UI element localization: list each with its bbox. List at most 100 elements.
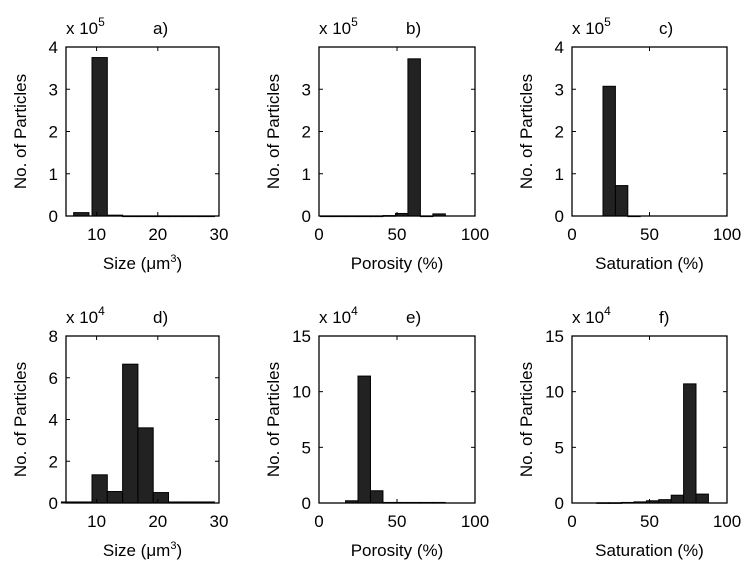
panel-label: a) — [153, 19, 168, 38]
y-tick-label: 4 — [49, 411, 58, 430]
y-tick-label: 4 — [49, 38, 58, 57]
y-tick-label: 0 — [555, 494, 564, 513]
y-tick-label: 0 — [302, 494, 311, 513]
axis-multiplier: x 105 — [572, 15, 611, 38]
axis-multiplier-base: x 10 — [572, 308, 604, 327]
axis-multiplier-base: x 10 — [572, 19, 604, 38]
y-tick-label: 5 — [302, 438, 311, 457]
y-tick-label: 2 — [555, 123, 564, 142]
histogram-bar — [152, 492, 170, 504]
axis-multiplier-base: x 10 — [66, 19, 98, 38]
y-tick-label: 2 — [49, 123, 58, 142]
histogram-bar — [137, 427, 154, 504]
x-axis-label: Size (μm3) — [103, 540, 182, 560]
y-axis-label: No. of Particles — [264, 74, 283, 189]
x-tick-label: 100 — [461, 225, 489, 244]
x-axis-label-text: Size (μm — [103, 254, 170, 273]
x-tick-label: 20 — [148, 512, 167, 531]
y-tick-label: 0 — [555, 207, 564, 226]
x-tick-label: 10 — [87, 225, 106, 244]
y-axis-label: No. of Particles — [264, 362, 283, 477]
histogram-bar — [369, 490, 384, 504]
x-tick-label: 0 — [567, 225, 576, 244]
y-tick-label: 5 — [555, 438, 564, 457]
axis-multiplier-base: x 10 — [66, 308, 98, 327]
histogram-bar — [683, 383, 697, 504]
histogram-bar — [695, 493, 709, 504]
y-tick-label: 1 — [302, 165, 311, 184]
x-axis-label-superscript: 3 — [170, 253, 176, 265]
panel-label: b) — [406, 19, 421, 38]
x-axis-label-tail: ) — [176, 254, 182, 273]
plot-area-frame — [318, 335, 476, 504]
y-axis-label: No. of Particles — [517, 362, 536, 477]
y-axis-label: No. of Particles — [11, 74, 30, 189]
axis-multiplier-exponent: 4 — [351, 304, 358, 318]
y-tick-label: 10 — [545, 383, 564, 402]
x-axis-label-superscript: 3 — [170, 540, 176, 552]
histogram-bar — [122, 363, 139, 504]
x-tick-label: 50 — [388, 225, 407, 244]
axis-multiplier: x 105 — [66, 15, 105, 38]
x-axis-label: Saturation (%) — [595, 254, 704, 273]
y-tick-label: 2 — [49, 452, 58, 471]
y-tick-label: 0 — [302, 207, 311, 226]
y-tick-label: 3 — [49, 80, 58, 99]
y-tick-label: 3 — [302, 80, 311, 99]
plot-area-frame — [318, 46, 476, 217]
plot-area-frame — [65, 46, 220, 217]
x-tick-label: 100 — [713, 225, 741, 244]
chart-panel-f: 0 5 10 15 0 50 100 Saturation (%) No. of Particl… — [517, 304, 741, 560]
y-tick-label: 3 — [555, 80, 564, 99]
x-tick-label: 50 — [640, 512, 659, 531]
y-tick-label: 1 — [555, 165, 564, 184]
x-tick-label: 0 — [567, 512, 576, 531]
y-tick-label: 10 — [292, 383, 311, 402]
y-tick-label: 15 — [292, 327, 311, 346]
x-tick-label: 50 — [640, 225, 659, 244]
histogram-bar — [602, 85, 616, 217]
axis-multiplier-exponent: 5 — [351, 15, 358, 29]
histogram-bar — [407, 58, 421, 217]
chart-panel-b: 0 1 2 3 0 50 100 Porosity (%) No. of Particles x … — [264, 15, 489, 273]
x-axis-label: Saturation (%) — [595, 541, 704, 560]
y-tick-label: 4 — [555, 38, 564, 57]
axis-multiplier-exponent: 4 — [98, 304, 105, 318]
axis-multiplier-exponent: 5 — [604, 15, 611, 29]
x-axis-label-text: Porosity (%) — [351, 254, 444, 273]
axis-multiplier-exponent: 5 — [98, 15, 105, 29]
x-axis-label-text: Saturation (%) — [595, 254, 704, 273]
x-tick-label: 0 — [314, 225, 323, 244]
x-tick-label: 30 — [210, 225, 229, 244]
x-tick-label: 0 — [314, 512, 323, 531]
histogram-bar — [670, 494, 685, 504]
x-axis-label-text: Porosity (%) — [351, 541, 444, 560]
x-tick-label: 10 — [87, 512, 106, 531]
axis-multiplier-exponent: 4 — [604, 304, 611, 318]
histogram-bar — [357, 375, 371, 504]
histogram-bar — [91, 474, 108, 504]
axis-multiplier-base: x 10 — [319, 19, 351, 38]
x-axis-label-text: Saturation (%) — [595, 541, 704, 560]
histogram-bar — [106, 491, 124, 504]
axis-multiplier: x 105 — [319, 15, 358, 38]
histogram-bar — [91, 57, 108, 217]
plot-area-frame — [571, 335, 728, 504]
y-tick-label: 15 — [545, 327, 564, 346]
panel-label: f) — [659, 308, 669, 327]
plot-area-frame — [571, 46, 728, 217]
y-tick-label: 0 — [49, 207, 58, 226]
chart-panel-c: 0 1 2 3 4 0 50 100 Saturation (%) No. of Particle… — [517, 15, 741, 273]
panel-label: d) — [153, 308, 168, 327]
y-tick-label: 0 — [49, 494, 58, 513]
y-tick-label: 6 — [49, 369, 58, 388]
x-tick-label: 100 — [713, 512, 741, 531]
x-tick-label: 100 — [461, 512, 489, 531]
x-axis-label-text: Size (μm — [103, 541, 170, 560]
axis-multiplier: x 104 — [572, 304, 611, 327]
x-axis-label: Size (μm3) — [103, 253, 182, 273]
axis-multiplier: x 104 — [319, 304, 358, 327]
y-tick-label: 2 — [302, 123, 311, 142]
